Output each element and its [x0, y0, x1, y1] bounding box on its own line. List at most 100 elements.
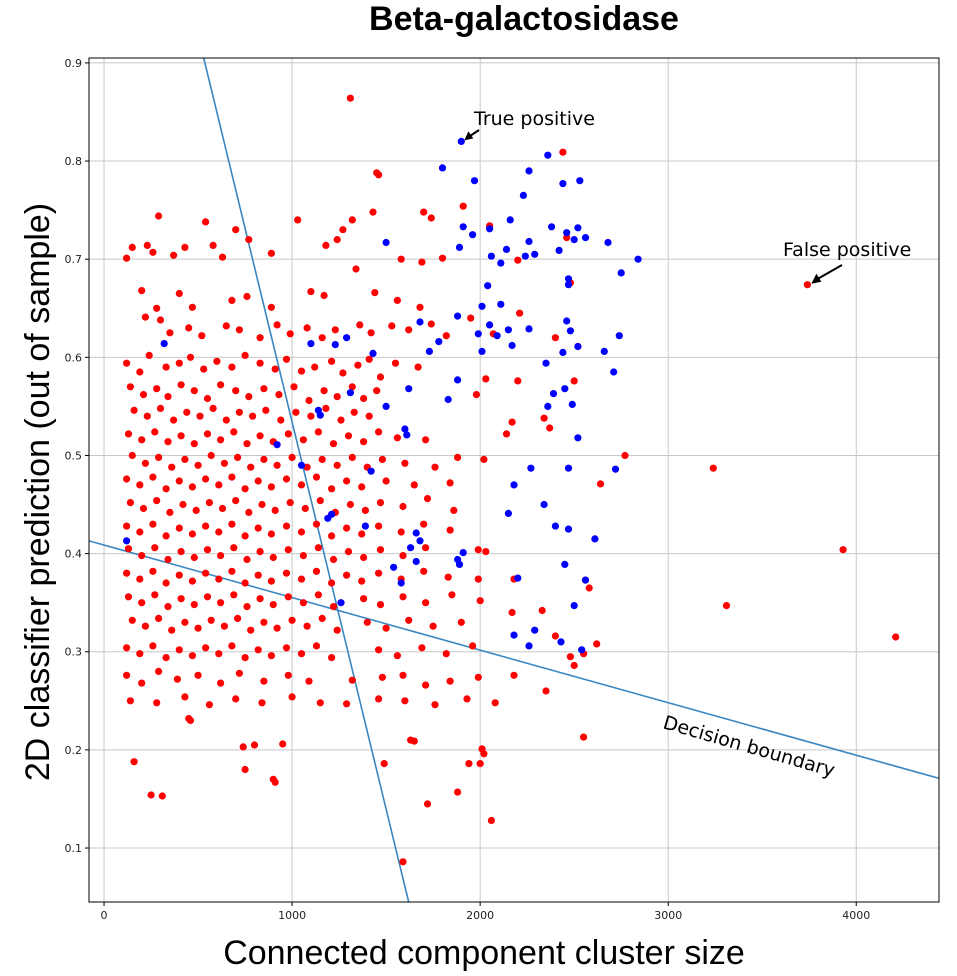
red-data-point [123, 475, 131, 483]
red-data-point [260, 677, 268, 685]
y-axis-label: 2D classifier prediction (out of sample) [19, 203, 57, 781]
red-data-point [621, 451, 629, 460]
red-data-point [375, 428, 383, 436]
blue-data-point [346, 389, 354, 397]
red-data-point [365, 412, 373, 420]
blue-data-point [568, 400, 576, 408]
red-data-point [256, 432, 264, 440]
red-data-point [188, 652, 196, 660]
red-data-point [175, 289, 183, 298]
red-data-point [339, 226, 347, 234]
red-data-point [175, 571, 183, 579]
red-data-point [288, 693, 296, 701]
blue-data-point [574, 224, 582, 232]
red-data-point [307, 288, 315, 296]
red-data-point [457, 618, 465, 626]
red-data-point [446, 479, 454, 487]
red-data-point [348, 453, 356, 461]
red-data-point [128, 616, 136, 624]
red-data-point [153, 304, 161, 312]
red-data-point [273, 624, 281, 632]
red-data-point [343, 700, 351, 708]
red-data-point [454, 453, 462, 461]
red-data-point [273, 461, 281, 469]
blue-data-point [470, 177, 479, 185]
red-data-point [803, 281, 812, 289]
red-data-point [348, 216, 356, 224]
red-data-point [218, 253, 227, 261]
red-data-point [175, 524, 183, 532]
red-data-point [303, 622, 311, 630]
blue-data-point [610, 368, 618, 376]
red-data-point [570, 661, 578, 670]
red-data-point [482, 375, 490, 383]
red-data-point [446, 677, 454, 685]
red-data-point [307, 412, 315, 420]
red-data-point [318, 455, 326, 463]
red-data-point [162, 485, 170, 493]
red-data-point [123, 359, 131, 367]
red-data-point [126, 383, 134, 391]
red-data-point [318, 334, 326, 342]
red-data-point [158, 792, 166, 800]
red-data-point [138, 287, 146, 295]
plot-frame [88, 57, 940, 903]
y-tick-label: 0.4 [65, 548, 83, 561]
blue-data-point [457, 137, 465, 145]
red-data-point [288, 616, 296, 624]
blue-data-point [486, 225, 494, 233]
red-data-point [459, 202, 467, 210]
red-data-point [155, 667, 163, 676]
red-data-point [241, 351, 249, 359]
red-data-point [446, 526, 454, 534]
red-data-point [245, 236, 253, 244]
red-data-point [130, 758, 138, 766]
blue-data-point [548, 223, 556, 231]
red-data-point [420, 567, 428, 575]
red-data-point [487, 816, 495, 825]
red-data-point [431, 701, 439, 709]
blue-data-point [337, 599, 345, 607]
red-data-point [228, 363, 236, 371]
red-data-point [282, 522, 291, 530]
red-data-point [540, 414, 548, 422]
red-data-point [241, 579, 249, 587]
red-data-point [476, 760, 484, 768]
red-data-point [164, 438, 172, 446]
red-data-point [410, 481, 418, 489]
red-data-point [297, 367, 306, 375]
red-data-point [376, 601, 385, 609]
red-data-point [502, 430, 511, 438]
red-data-point [397, 255, 405, 263]
y-tick-label: 0.2 [65, 744, 83, 757]
red-data-point [299, 436, 307, 444]
red-data-point [185, 324, 193, 332]
red-data-point [149, 248, 157, 256]
y-tick-label: 0.1 [65, 842, 83, 855]
y-tick-label: 0.5 [65, 449, 83, 462]
red-data-point [245, 393, 253, 401]
blue-data-point [564, 464, 573, 472]
red-data-point [279, 740, 287, 748]
blue-data-point [454, 312, 462, 320]
red-data-point [474, 575, 482, 583]
red-data-point [170, 416, 178, 424]
red-data-point [551, 334, 560, 342]
red-data-point [271, 365, 279, 373]
red-data-point [354, 361, 362, 369]
red-data-point [356, 321, 364, 329]
red-data-point [416, 303, 424, 311]
red-data-point [175, 359, 183, 367]
red-data-point [155, 614, 163, 623]
blue-data-point [382, 402, 390, 410]
blue-data-point [574, 434, 582, 442]
red-data-point [277, 416, 285, 424]
blue-data-point [160, 340, 168, 348]
red-data-point [360, 595, 368, 603]
blue-data-point [401, 425, 409, 433]
red-data-point [232, 226, 240, 234]
red-data-point [198, 332, 206, 340]
red-data-point [254, 524, 262, 532]
red-data-point [297, 481, 306, 489]
blue-data-point [486, 321, 494, 329]
